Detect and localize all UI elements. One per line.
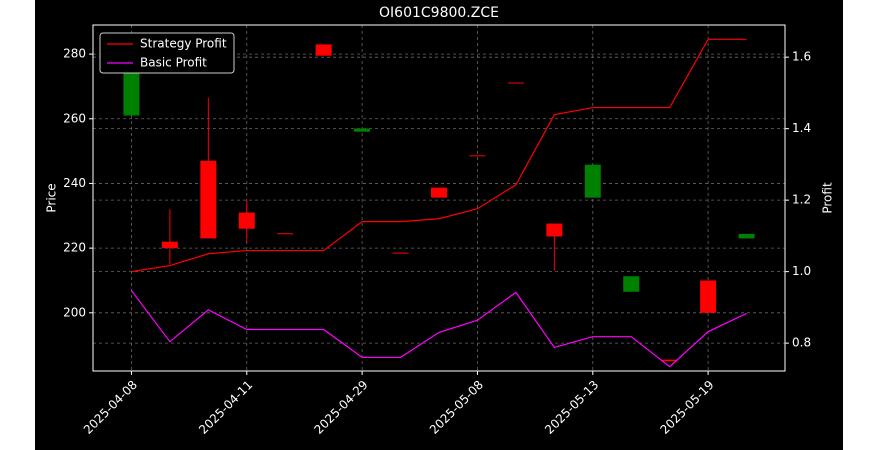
y2-axis-label: Profit — [821, 182, 835, 214]
line-series — [131, 38, 747, 273]
candle-body — [546, 223, 563, 237]
candle-body — [315, 44, 332, 56]
candle-body — [354, 128, 371, 132]
candle-body — [392, 252, 409, 254]
y-tick-label: 260 — [63, 111, 86, 125]
y-tick-label: 240 — [63, 176, 86, 190]
candle-body — [431, 187, 447, 198]
y-axis-label: Price — [45, 183, 59, 212]
y-tick-label: 200 — [63, 305, 86, 319]
candle-body — [584, 164, 601, 198]
candle-body — [123, 73, 140, 116]
y2-tick-label: 1.2 — [792, 193, 811, 207]
y2-tick-label: 1.4 — [792, 121, 811, 135]
plot-frame — [92, 24, 786, 372]
candle-body — [507, 82, 524, 84]
candle-body — [623, 276, 640, 292]
y2-tick-label: 1.6 — [792, 50, 811, 64]
candle-body — [200, 160, 217, 239]
candle-body — [161, 241, 178, 249]
legend-label: Basic Profit — [140, 56, 207, 70]
candle-body — [277, 233, 294, 235]
candle-body — [469, 155, 486, 157]
legend-label: Strategy Profit — [140, 37, 227, 51]
y2-tick-label: 0.8 — [792, 336, 811, 350]
chart-title: OI601C9800.ZCE — [379, 5, 499, 21]
candle-body — [738, 233, 755, 239]
line-series — [130, 290, 747, 368]
candle-body — [238, 212, 255, 229]
y2-tick-label: 1.0 — [792, 264, 811, 278]
y-tick-label: 220 — [63, 241, 86, 255]
candle-body — [700, 280, 717, 313]
legend-box — [99, 32, 235, 74]
y-tick-label: 280 — [63, 47, 86, 61]
candle-body — [661, 359, 678, 362]
